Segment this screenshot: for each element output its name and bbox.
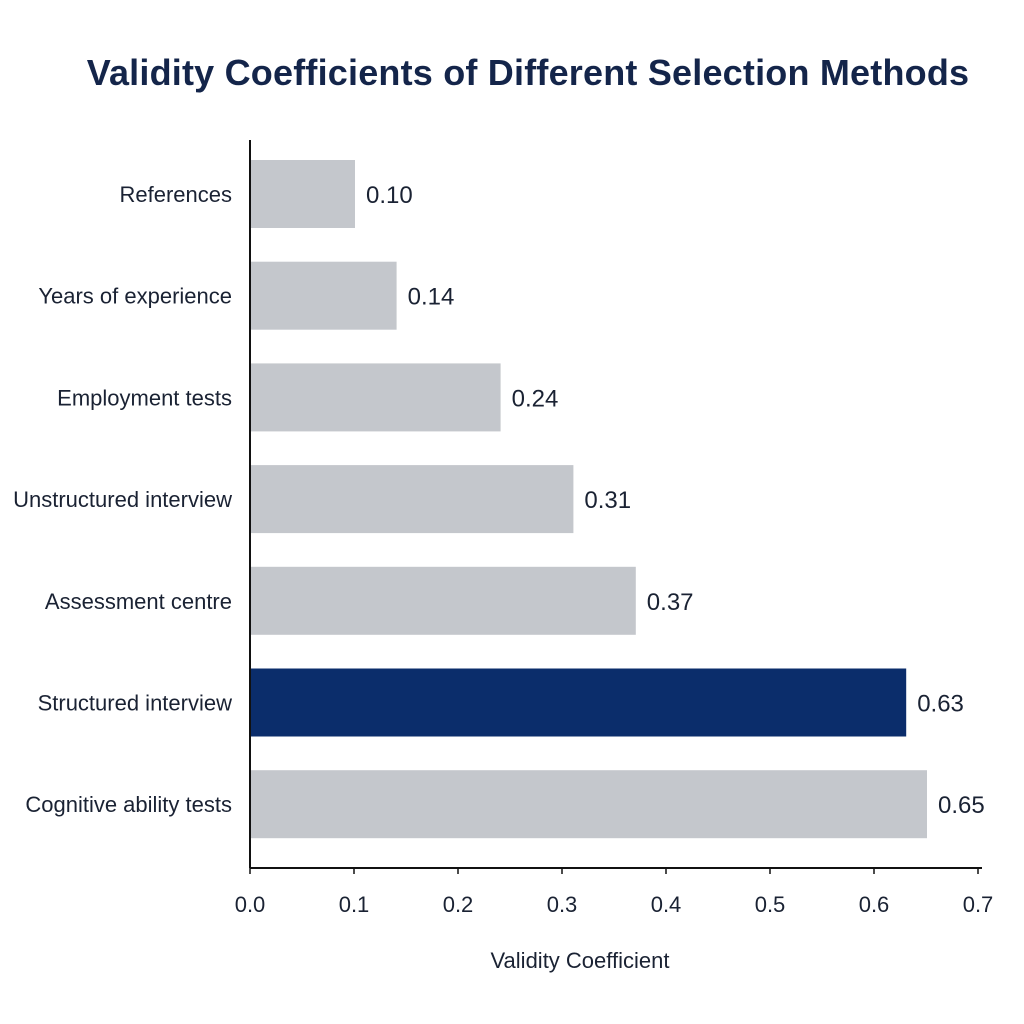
- x-tick-labels: 0.0 0.1 0.2 0.3 0.4 0.5 0.6 0.7: [235, 868, 994, 917]
- category-label: Assessment centre: [45, 589, 232, 614]
- x-tick-label: 0.2: [443, 892, 474, 917]
- x-tick-label: 0.5: [755, 892, 786, 917]
- category-label: Cognitive ability tests: [25, 792, 232, 817]
- category-label: Unstructured interview: [13, 487, 232, 512]
- category-labels: References Years of experience Employment …: [13, 182, 232, 817]
- bar-3: [251, 363, 501, 432]
- value-label: 0.37: [647, 589, 694, 616]
- bar-7: [251, 770, 927, 839]
- category-label: Structured interview: [38, 691, 233, 716]
- value-label: 0.24: [512, 385, 559, 412]
- axes: [249, 140, 982, 869]
- bar-2: [251, 261, 397, 330]
- value-label: 0.65: [938, 792, 985, 819]
- value-label: 0.31: [584, 487, 631, 514]
- x-tick-label: 0.4: [651, 892, 682, 917]
- value-label: 0.14: [408, 284, 455, 311]
- x-tick-label: 0.3: [547, 892, 578, 917]
- x-tick-label: 0.6: [859, 892, 890, 917]
- bar-6: [251, 668, 907, 737]
- chart-title: Validity Coefficients of Different Selec…: [86, 52, 970, 93]
- bar-1: [251, 160, 355, 228]
- x-axis-label: Validity Coefficient: [491, 948, 670, 973]
- x-tick-label: 0.7: [963, 892, 994, 917]
- bar-4: [251, 465, 574, 534]
- value-label: 0.63: [917, 691, 964, 718]
- category-label: Employment tests: [57, 385, 232, 410]
- bar-5: [251, 566, 636, 635]
- category-label: Years of experience: [38, 284, 232, 309]
- value-label: 0.10: [366, 182, 413, 209]
- x-tick-label: 0.0: [235, 892, 266, 917]
- category-label: References: [119, 182, 232, 207]
- value-labels: 0.10 0.14 0.24 0.31 0.37 0.63 0.65: [366, 182, 985, 819]
- x-tick-label: 0.1: [339, 892, 370, 917]
- bars-group: [251, 160, 927, 839]
